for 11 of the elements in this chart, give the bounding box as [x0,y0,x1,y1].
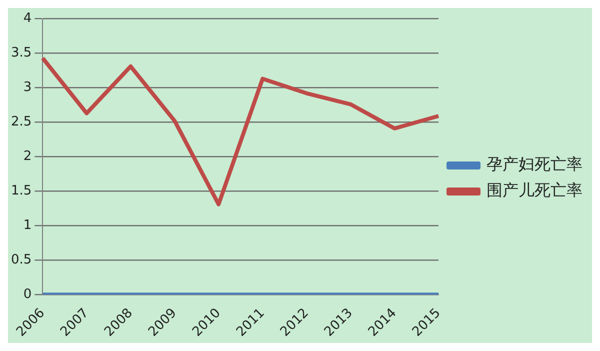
legend-label: 围产儿死亡率 [486,180,582,200]
y-tick-label: 2.5 [10,114,32,130]
legend-label: 孕产妇死亡率 [486,154,582,174]
y-tick-label: 1 [23,218,32,234]
y-tick-label: 1.5 [10,184,32,199]
y-tick-label: 0.5 [10,252,32,268]
y-tick-label: 3 [23,80,32,96]
y-tick-label: 3.5 [10,46,32,61]
y-tick-label: 4 [23,11,32,26]
y-tick-label: 2 [23,149,32,164]
y-tick-label: 0 [23,286,32,302]
